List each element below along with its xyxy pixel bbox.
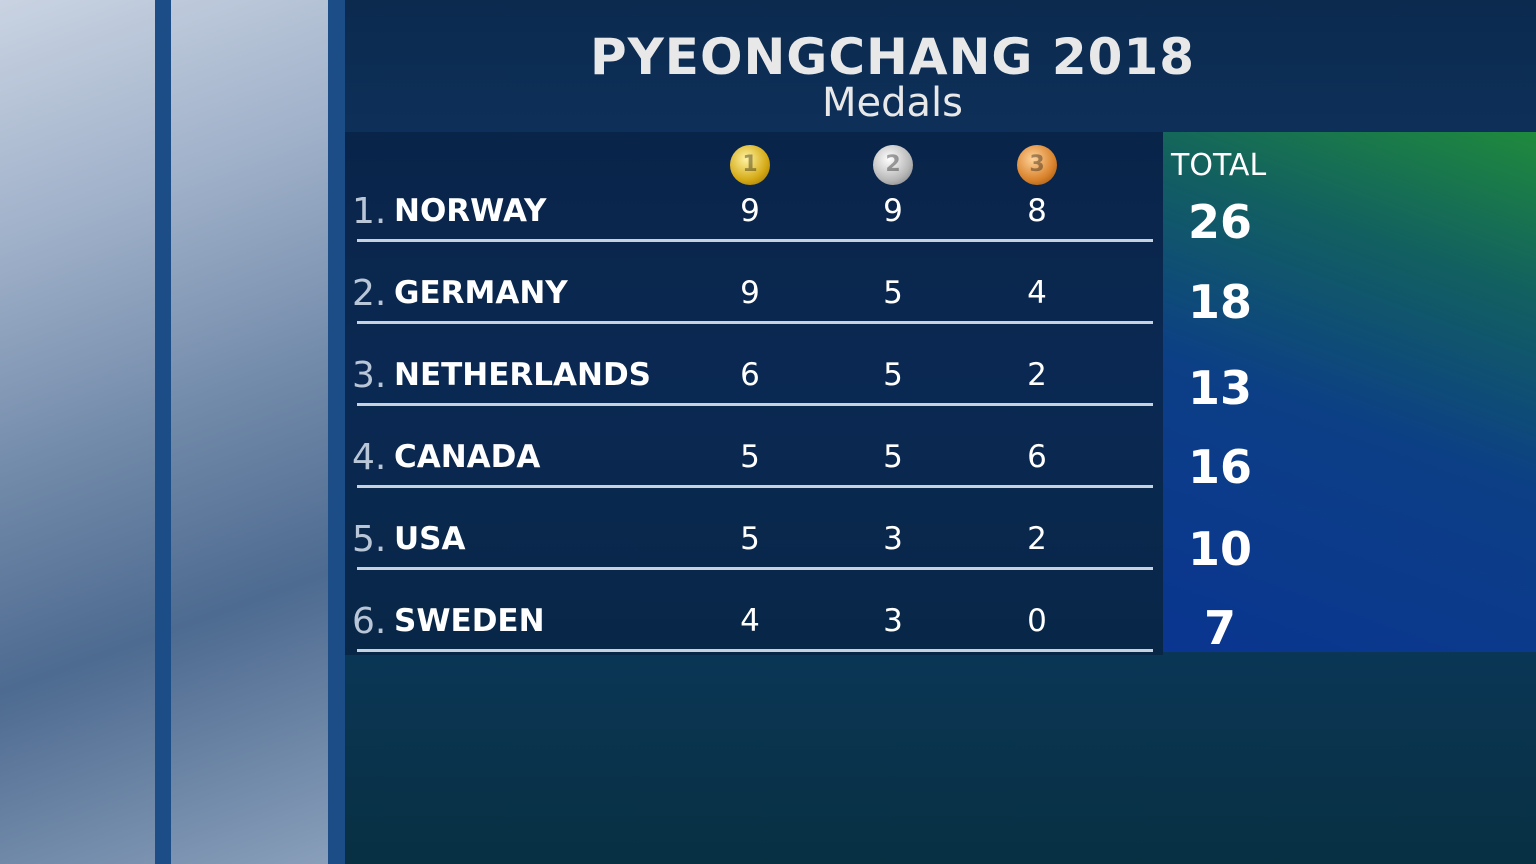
rank: 4. — [352, 437, 387, 478]
totals-panel — [1163, 132, 1536, 652]
row-divider — [357, 567, 1153, 570]
bronze-count: 2 — [1027, 521, 1047, 557]
row-divider — [357, 649, 1153, 652]
gold-count: 9 — [740, 275, 760, 311]
bronze-count: 4 — [1027, 275, 1047, 311]
bronze-medal-icon: 3 — [1017, 145, 1057, 185]
silver-count: 5 — [883, 357, 903, 393]
bronze-count: 6 — [1027, 439, 1047, 475]
rank: 2. — [352, 273, 387, 314]
total-count: 26 — [1187, 195, 1252, 249]
silver-count: 5 — [883, 275, 903, 311]
title: PYEONGCHANG 2018 — [589, 28, 1196, 86]
row-divider — [357, 485, 1153, 488]
row-divider — [357, 403, 1153, 406]
row-divider — [357, 321, 1153, 324]
gold-medal-icon: 1 — [730, 145, 770, 185]
divider-bar — [155, 0, 171, 864]
total-count: 16 — [1187, 440, 1252, 494]
country: CANADA — [394, 439, 541, 475]
rank: 6. — [352, 601, 387, 642]
rank: 3. — [352, 355, 387, 396]
country: USA — [394, 521, 466, 557]
country: NETHERLANDS — [394, 357, 652, 393]
gold-count: 6 — [740, 357, 760, 393]
total-count: 13 — [1187, 361, 1252, 415]
background-photo — [0, 0, 345, 864]
silver-count: 3 — [883, 521, 903, 557]
total-header: TOTAL — [1171, 148, 1267, 183]
silver-count: 9 — [883, 193, 903, 229]
silver-count: 5 — [883, 439, 903, 475]
total-count: 18 — [1187, 275, 1252, 329]
country: GERMANY — [394, 275, 568, 311]
country: SWEDEN — [394, 603, 545, 639]
gold-count: 5 — [740, 521, 760, 557]
country: NORWAY — [394, 193, 547, 229]
gold-count: 4 — [740, 603, 760, 639]
gold-count: 5 — [740, 439, 760, 475]
silver-medal-icon: 2 — [873, 145, 913, 185]
bronze-count: 0 — [1027, 603, 1047, 639]
rank: 5. — [352, 519, 387, 560]
divider-bar — [328, 0, 345, 864]
total-count: 7 — [1203, 601, 1236, 655]
subtitle: Medals — [822, 80, 963, 126]
row-divider — [357, 239, 1153, 242]
silver-count: 3 — [883, 603, 903, 639]
total-count: 10 — [1187, 522, 1252, 576]
gold-count: 9 — [740, 193, 760, 229]
bronze-count: 8 — [1027, 193, 1047, 229]
bronze-count: 2 — [1027, 357, 1047, 393]
rank: 1. — [352, 191, 387, 232]
